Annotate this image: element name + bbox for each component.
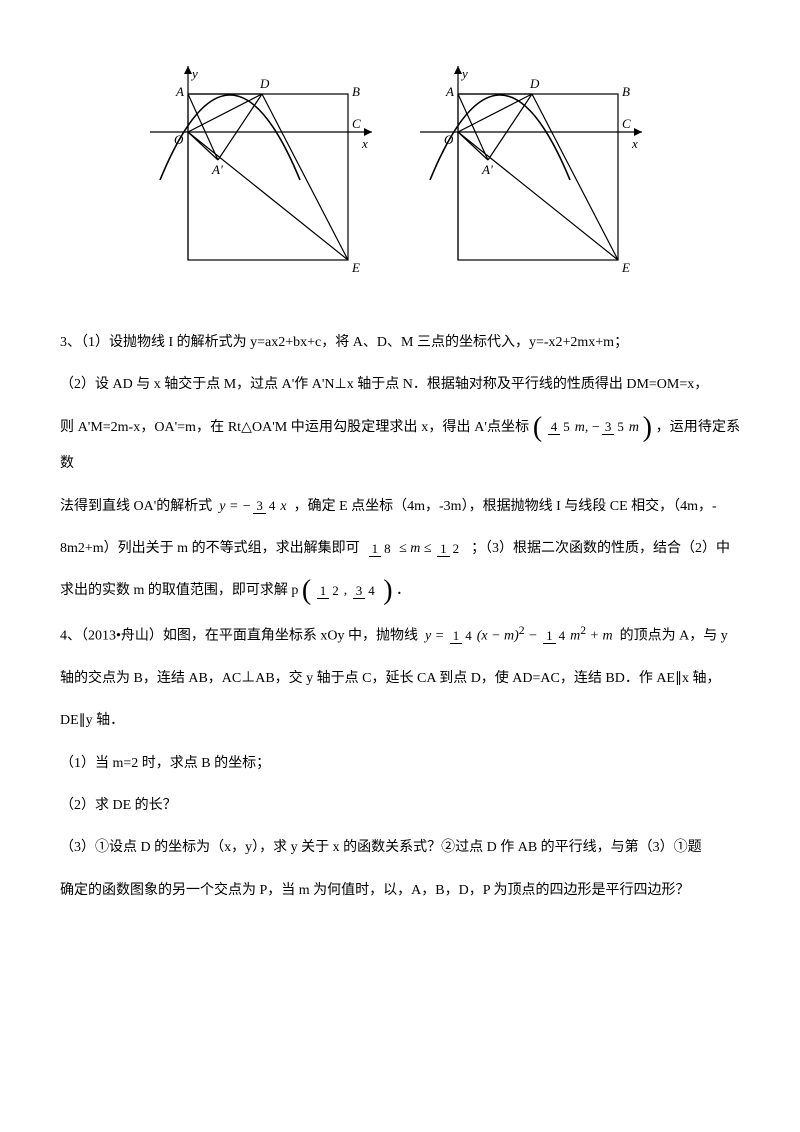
page-container: O y x A D B C A' E bbox=[0, 0, 800, 955]
svg-text:C: C bbox=[622, 116, 631, 131]
svg-text:x: x bbox=[631, 136, 638, 151]
tail-x: m bbox=[575, 420, 585, 435]
lparen-icon: ( bbox=[533, 412, 542, 443]
parab-tail2: + m bbox=[586, 628, 613, 643]
frac-b: 14 bbox=[543, 629, 568, 643]
text-q4-c: DE∥y 轴． bbox=[60, 703, 740, 739]
text-pre: 则 A'M=2m-x，OA'=m，在 Rt△OA'M 中运用勾股定理求出 x，得… bbox=[60, 420, 529, 435]
frac-a: 14 bbox=[450, 629, 475, 643]
parab-tail: m bbox=[570, 628, 580, 643]
text-q3-2d: 8m2+m）列出关于 m 的不等式组，求出解集即可 18 ≤ m ≤ 12 ；（… bbox=[60, 531, 740, 567]
text-post: ；（3）根据二次函数的性质，结合（2）中 bbox=[471, 541, 730, 556]
diagram-right: O y x A D B C A' E bbox=[420, 60, 650, 285]
lparen-icon: ( bbox=[302, 575, 311, 606]
frac-py: 34 bbox=[353, 584, 378, 598]
svg-text:B: B bbox=[352, 84, 360, 99]
svg-text:y: y bbox=[190, 66, 198, 81]
geometry-diagram-icon: O y x A D B C A' E bbox=[150, 60, 380, 280]
frac-l: 18 bbox=[369, 542, 394, 556]
parab-mid2: − bbox=[525, 628, 541, 643]
svg-text:D: D bbox=[259, 76, 270, 91]
parab-mid1: (x − m) bbox=[477, 628, 519, 643]
svg-text:O: O bbox=[174, 132, 184, 147]
text-pre: 法得到直线 OA'的解析式 bbox=[60, 499, 212, 514]
tail-y: m bbox=[629, 420, 639, 435]
svg-text:E: E bbox=[621, 260, 630, 275]
text-pre: 8m2+m）列出关于 m 的不等式组，求出解集即可 bbox=[60, 541, 360, 556]
text-q3-1: 3、（1）设抛物线 I 的解析式为 y=ax2+bx+c，将 A、D、M 三点的… bbox=[60, 325, 740, 361]
svg-text:A: A bbox=[445, 84, 454, 99]
svg-text:O: O bbox=[444, 132, 454, 147]
frac-px: 12 bbox=[317, 584, 342, 598]
parab-lhs: y = bbox=[425, 628, 448, 643]
frac-line: 34 bbox=[253, 499, 278, 513]
svg-text:A: A bbox=[175, 84, 184, 99]
text-post: ，确定 E 点坐标（4m，-3m），根据抛物线 I 与线段 CE 相交，（4m，… bbox=[294, 499, 717, 514]
neg-sign: − bbox=[592, 420, 600, 435]
text-q4-2: （2）求 DE 的长？ bbox=[60, 788, 740, 824]
rparen-icon: ) bbox=[383, 575, 392, 606]
text-pre: 4、（2013•舟山）如图，在平面直角坐标系 xOy 中，抛物线 bbox=[60, 628, 418, 643]
svg-text:B: B bbox=[622, 84, 630, 99]
frac-y: 35 bbox=[602, 420, 627, 434]
svg-text:D: D bbox=[529, 76, 540, 91]
svg-text:A': A' bbox=[481, 162, 493, 177]
svg-text:y: y bbox=[460, 66, 468, 81]
diagram-row: O y x A D B C A' E bbox=[60, 60, 740, 285]
text-q3-2a: （2）设 AD 与 x 轴交于点 M，过点 A'作 A'N⊥x 轴于点 N．根据… bbox=[60, 367, 740, 403]
text-q3-2e: 求出的实数 m 的取值范围，即可求解 p ( 12, 34 ) ． bbox=[60, 573, 740, 609]
svg-text:A': A' bbox=[211, 162, 223, 177]
text-q3-2c: 法得到直线 OA'的解析式 y = −34x ，确定 E 点坐标（4m，-3m）… bbox=[60, 489, 740, 525]
frac-r: 12 bbox=[437, 542, 462, 556]
svg-text:x: x bbox=[361, 136, 368, 151]
text-q4-a: 4、（2013•舟山）如图，在平面直角坐标系 xOy 中，抛物线 y = 14(… bbox=[60, 616, 740, 655]
svg-text:C: C bbox=[352, 116, 361, 131]
text-q4-1: （1）当 m=2 时，求点 B 的坐标； bbox=[60, 746, 740, 782]
diagram-left: O y x A D B C A' E bbox=[150, 60, 380, 285]
text-pre: 求出的实数 m 的取值范围，即可求解 p bbox=[60, 583, 298, 598]
text-post: ． bbox=[396, 583, 410, 598]
text-q4-b: 轴的交点为 B，连结 AB，AC⊥AB，交 y 轴于点 C，延长 CA 到点 D… bbox=[60, 661, 740, 697]
ineq-mid: ≤ m ≤ bbox=[396, 541, 435, 556]
rparen-icon: ) bbox=[643, 412, 652, 443]
svg-text:E: E bbox=[351, 260, 360, 275]
text-q4-3b: 确定的函数图象的另一个交点为 P，当 m 为何值时，以，A，B，D，P 为顶点的… bbox=[60, 873, 740, 909]
text-q3-2b: 则 A'M=2m-x，OA'=m，在 Rt△OA'M 中运用勾股定理求出 x，得… bbox=[60, 410, 740, 483]
line-tail: x bbox=[280, 499, 286, 514]
frac-x: 45 bbox=[548, 420, 573, 434]
text-q4-3: （3）①设点 D 的坐标为（x，y），求 y 关于 x 的函数关系式？②过点 D… bbox=[60, 830, 740, 866]
geometry-diagram-icon: O y x A D B C A' E bbox=[420, 60, 650, 280]
line-lhs: y = − bbox=[219, 499, 251, 514]
text-post: 的顶点为 A，与 y bbox=[620, 628, 728, 643]
